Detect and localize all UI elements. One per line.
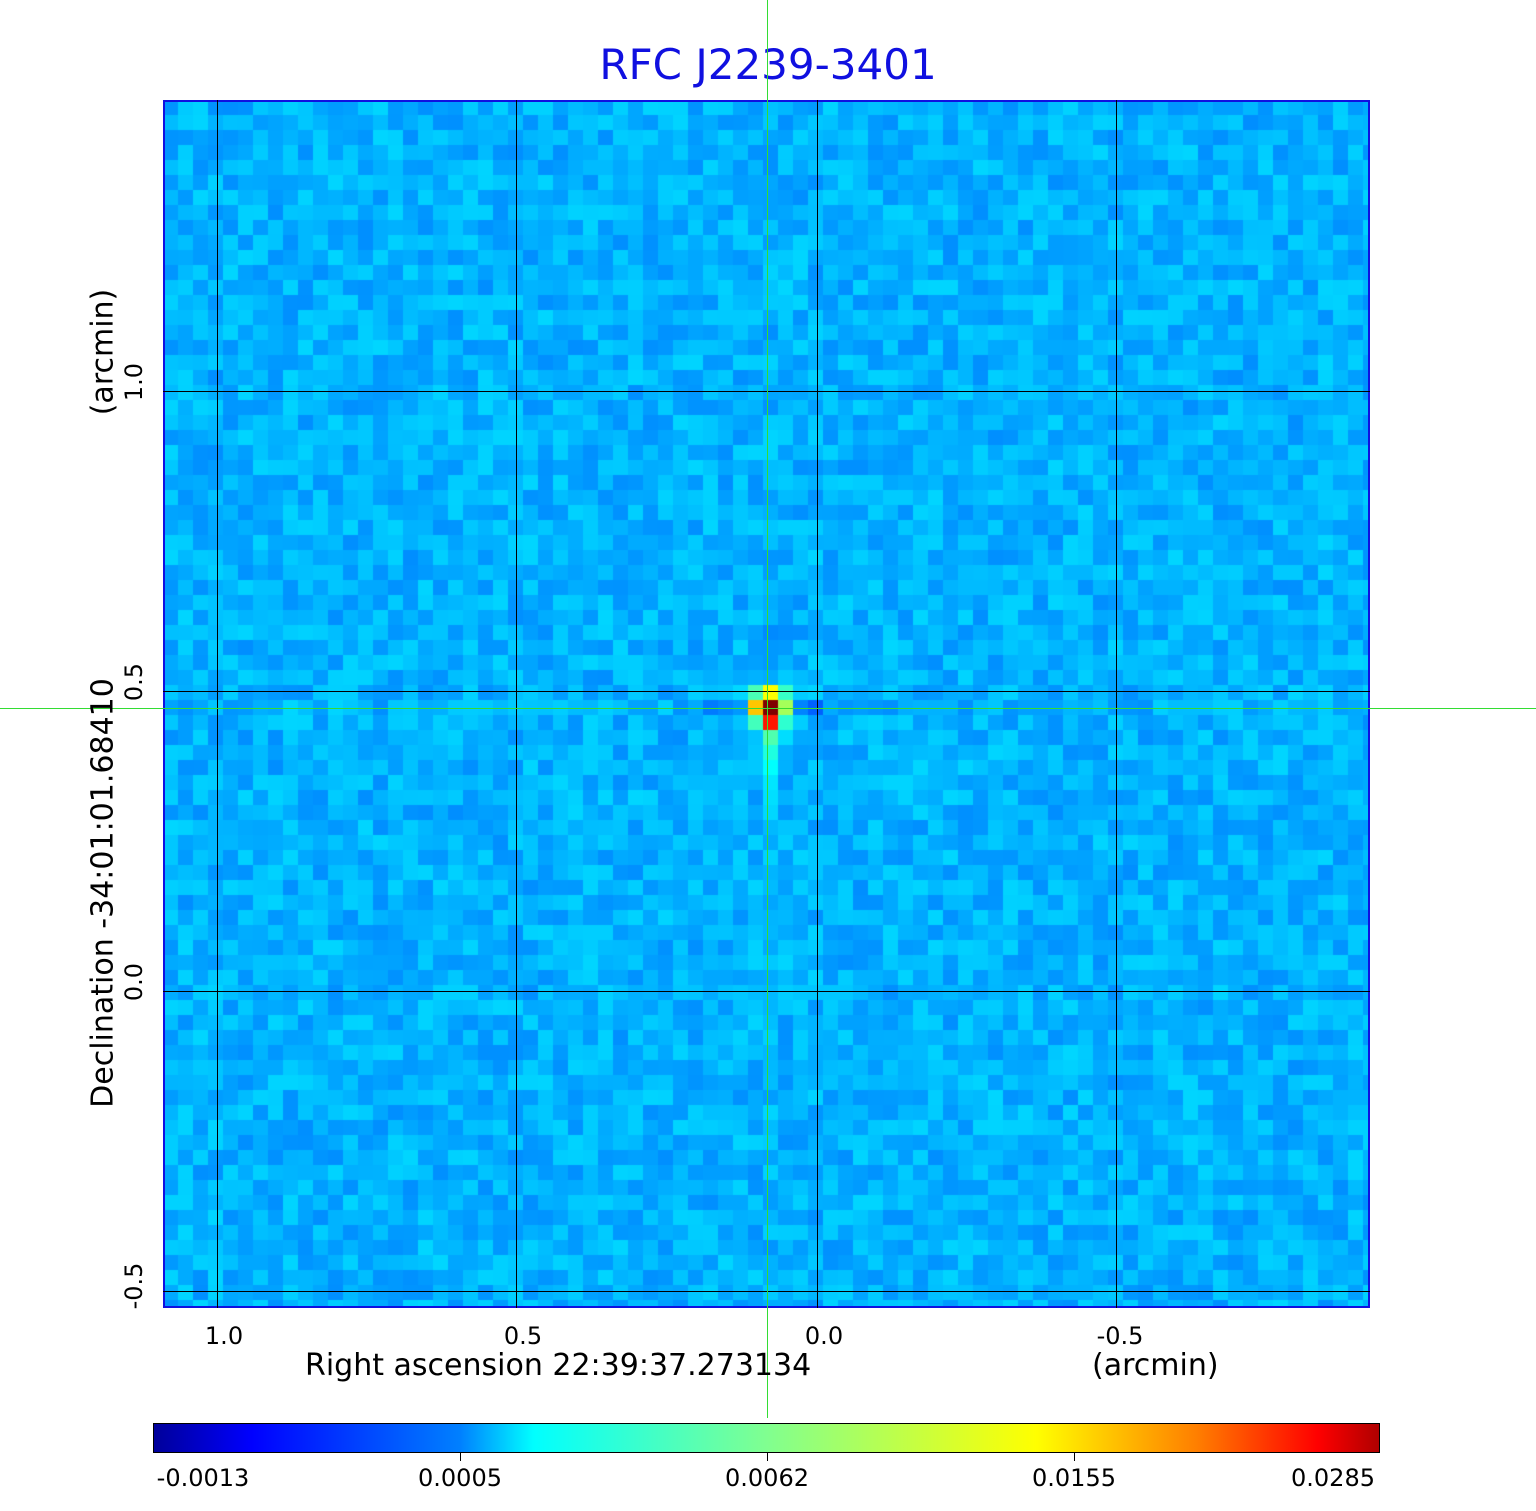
crosshair-horizontal [0,708,1536,709]
colorbar-tick-label: -0.0013 [156,1464,250,1492]
y-axis-unit: (arcmin) [85,288,121,416]
x-tick-label: 0.0 [804,1322,844,1350]
grid-line-x--0.5 [1116,100,1117,1308]
crosshair-vertical [767,0,768,1418]
y-tick-label: -0.5 [120,1262,148,1310]
chart-title: RFC J2239-3401 [599,40,937,89]
grid-line-y-1.0 [163,391,1370,392]
x-axis-unit: (arcmin) [1092,1348,1219,1383]
plot-frame [163,100,1370,1308]
x-tick-label: 1.0 [204,1322,244,1350]
colorbar-tick [767,1453,768,1461]
colorbar-tick-label: 0.0005 [418,1464,502,1492]
x-tick-label: -0.5 [1096,1322,1144,1350]
x-axis-label: Right ascension 22:39:37.273134 [305,1348,812,1383]
grid-line-x-1.0 [217,100,218,1308]
colorbar [153,1423,1380,1453]
grid-line-x-0.0 [817,100,818,1308]
x-tick-label: 0.5 [503,1322,543,1350]
grid-line-y-0.0 [163,991,1370,992]
colorbar-tick [460,1453,461,1461]
colorbar-tick [1074,1453,1075,1461]
y-axis-label: Declination -34:01:01.68410 [85,678,121,1108]
colorbar-tick-label: 0.0062 [725,1464,809,1492]
grid-line-x-0.5 [516,100,517,1308]
grid-line-y-0.5 [163,691,1370,692]
heatmap-image [163,100,1370,1308]
y-tick-label: 0.5 [120,662,148,702]
colorbar-tick-label: 0.0155 [1032,1464,1116,1492]
grid-line-y--0.5 [163,1291,1370,1292]
colorbar-tick-label: 0.0285 [1291,1464,1375,1492]
y-tick-label: 0.0 [120,962,148,1002]
y-tick-label: 1.0 [120,362,148,402]
